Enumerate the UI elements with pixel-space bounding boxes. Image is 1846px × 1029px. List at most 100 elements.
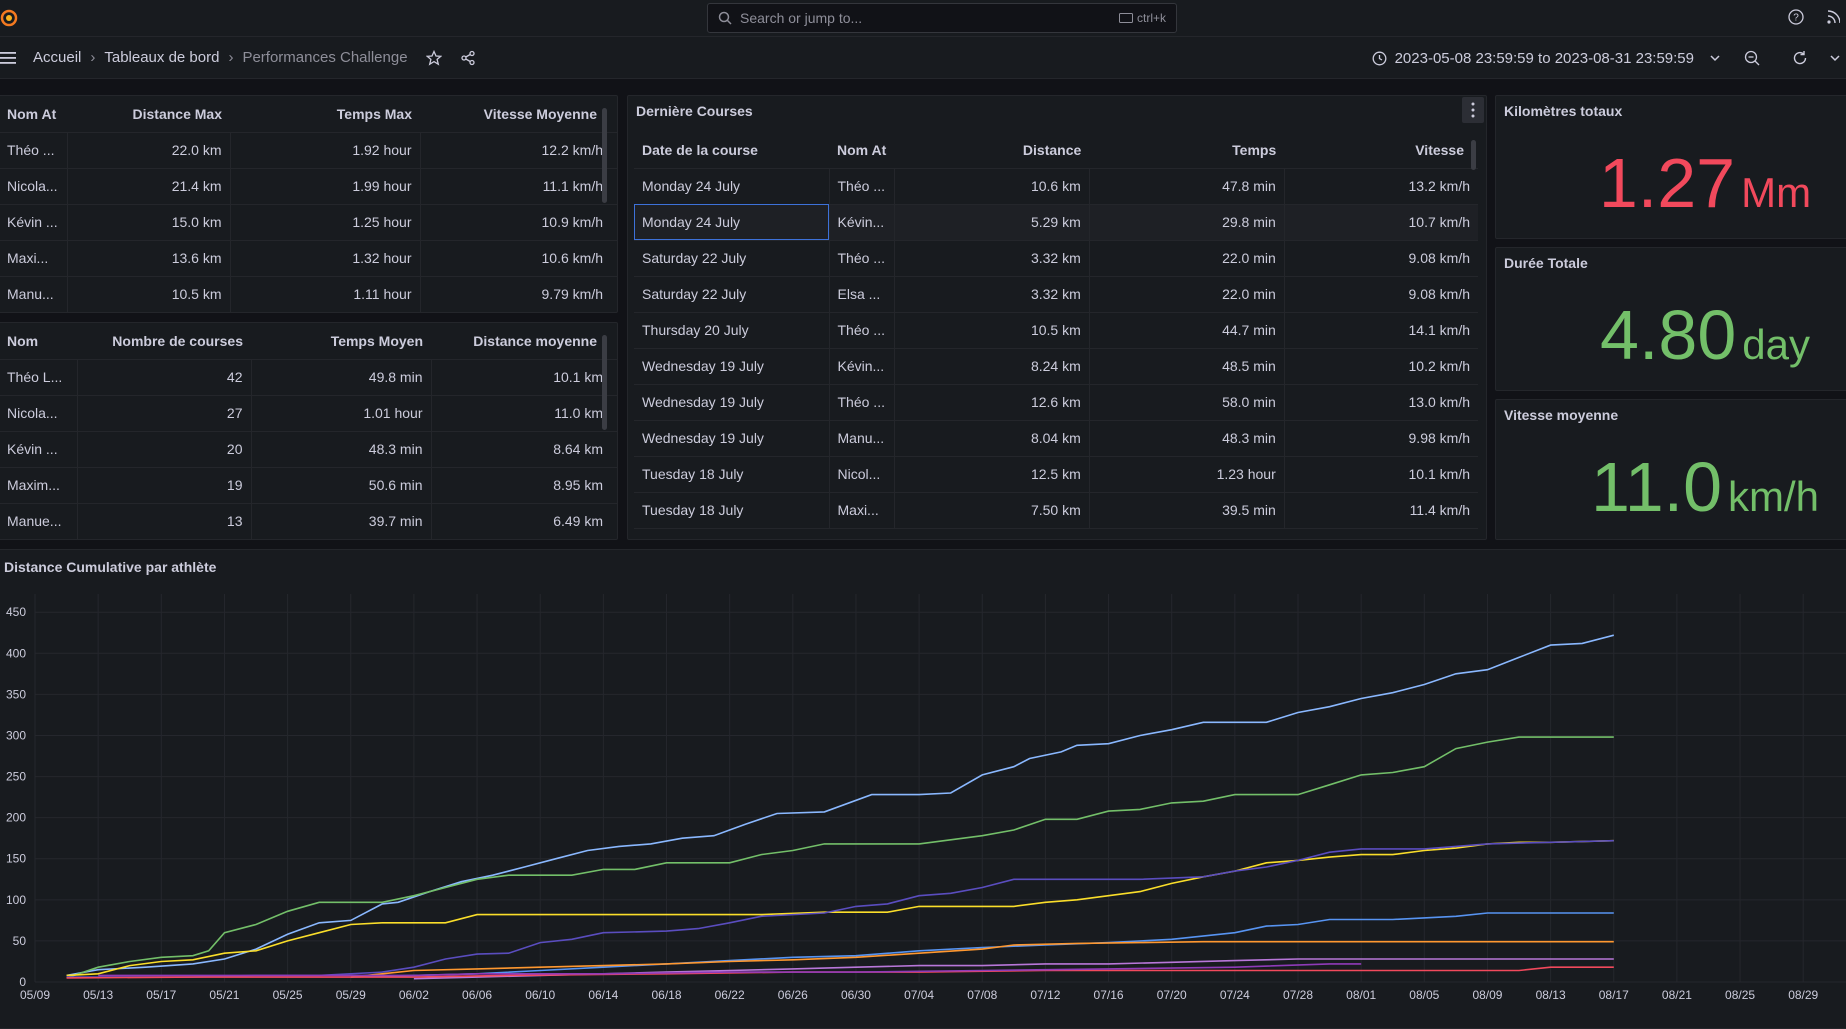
x-tick-label: 07/16 [1094,988,1124,1002]
stat-title[interactable]: Vitesse moyenne [1504,407,1619,423]
athletes-stats-panel: Nom At Distance Max Temps Max Vitesse Mo… [0,95,618,313]
x-tick-label: 08/25 [1725,988,1755,1002]
cell: 1.25 hour [230,204,421,241]
table-row[interactable]: Wednesday 19 July Théo ... 12.6 km 58.0 min… [634,384,1478,421]
table-scrollbar[interactable] [602,335,607,430]
cell: Saturday 22 July [634,276,830,313]
cell: 10.5 km [894,312,1090,349]
table-row[interactable]: Wednesday 19 July Kévin... 8.24 km 48.5 min… [634,348,1478,385]
panel-menu-icon[interactable] [1462,97,1484,123]
x-tick-label: 08/09 [1472,988,1502,1002]
column-header[interactable]: Temps [1089,132,1285,169]
column-header[interactable]: Distance [894,132,1090,169]
cell: 9.98 km/h [1284,420,1478,457]
search-icon [718,11,732,25]
cell: 39.5 min [1089,492,1285,529]
table-row[interactable]: Kévin ... 15.0 km 1.25 hour 10.9 km/h [0,204,617,241]
cell: 22.0 min [1089,240,1285,277]
help-icon[interactable]: ? [1788,9,1804,25]
panel-title[interactable]: Distance Cumulative par athlète [4,559,217,575]
series-line [66,839,1614,978]
column-header[interactable]: Temps Moyen [251,323,431,360]
menu-icon[interactable] [0,51,16,65]
athletes-stats-table: Nom At Distance Max Temps Max Vitesse Mo… [0,96,617,312]
cell: 49.8 min [251,359,432,396]
x-tick-label: 07/08 [967,988,997,1002]
cell: Elsa ... [829,276,895,313]
column-header[interactable]: Nom At [0,96,67,133]
stat-unit: day [1742,321,1810,368]
table-header-row: Date de la course Nom At Distance Temps … [634,132,1478,169]
breadcrumb-dashboards[interactable]: Tableaux de bord [104,49,220,66]
column-header[interactable]: Date de la course [634,132,829,169]
cell: Thursday 20 July [634,312,830,349]
cell: Nicola... [0,168,68,205]
column-header[interactable]: Distance Max [67,96,230,133]
cell: Manu... [829,420,895,457]
table-row[interactable]: Nicola... 21.4 km 1.99 hour 11.1 km/h [0,168,617,205]
grafana-logo-icon[interactable] [0,8,18,28]
table-row[interactable]: Monday 24 July Kévin... 5.29 km 29.8 min 10.… [634,204,1478,241]
x-tick-label: 07/04 [904,988,934,1002]
cell: 10.5 km [67,276,231,312]
column-header[interactable]: Vitesse [1284,132,1478,169]
table-row[interactable]: Nicola... 27 1.01 hour 11.0 km [0,395,617,432]
cell: 10.1 km [431,359,617,396]
cumulative-distance-chart[interactable]: 0 50 100 150 200 250 300 350 400 450 05/09 05/13 05/… [0,550,1846,1020]
column-header[interactable]: Vitesse Moyenne [420,96,617,133]
table-row[interactable]: Kévin ... 20 48.3 min 8.64 km [0,431,617,468]
table-row[interactable]: Théo L... 42 49.8 min 10.1 km [0,359,617,396]
cell: 11.1 km/h [420,168,617,205]
column-header[interactable]: Nom At [829,132,895,169]
stat-title[interactable]: Kilomètres totaux [1504,103,1623,119]
cell: 48.3 min [1089,420,1285,457]
cell: Maxi... [829,492,895,529]
table-row[interactable]: Maxi... 13.6 km 1.32 hour 10.6 km/h [0,240,617,277]
table-row[interactable]: Tuesday 18 July Nicol... 12.5 km 1.23 hour 1… [634,456,1478,493]
y-tick-label: 0 [19,975,26,989]
y-tick-label: 300 [6,728,26,742]
news-rss-icon[interactable] [1826,9,1840,25]
time-range-picker[interactable]: 2023-05-08 23:59:59 to 2023-08-31 23:59:… [1372,50,1720,67]
y-tick-label: 50 [13,934,27,948]
time-range-label: 2023-05-08 23:59:59 to 2023-08-31 23:59:… [1394,49,1694,67]
table-row[interactable]: Tuesday 18 July Maxi... 7.50 km 39.5 min 11.… [634,492,1478,529]
cell: 42 [77,359,252,396]
star-icon[interactable] [425,49,442,66]
series-line [98,963,1362,977]
table-scrollbar[interactable] [1471,140,1476,170]
table-scrollbar[interactable] [602,108,607,203]
breadcrumb-separator: › [90,49,96,66]
zoom-out-icon[interactable] [1744,50,1760,66]
breadcrumb-home[interactable]: Accueil [33,49,82,66]
series-line [413,958,1614,980]
x-tick-label: 08/01 [1346,988,1376,1002]
table-row[interactable]: Théo ... 22.0 km 1.92 hour 12.2 km/h [0,132,617,169]
last-races-panel: Dernière Courses Date de la course Nom A… [627,95,1487,540]
refresh-icon[interactable] [1792,50,1808,66]
search-shortcut: ctrl+k [1118,11,1166,25]
cell: 8.64 km [431,431,617,468]
panel-title[interactable]: Dernière Courses [636,103,753,119]
table-row[interactable]: Maxim... 19 50.6 min 8.95 km [0,467,617,504]
y-tick-label: 250 [6,770,26,784]
share-icon[interactable] [460,50,476,66]
table-row[interactable]: Saturday 22 July Elsa ... 3.32 km 22.0 min 9… [634,276,1478,313]
table-row[interactable]: Saturday 22 July Théo ... 3.32 km 22.0 min 9… [634,240,1478,277]
x-tick-label: 08/29 [1788,988,1818,1002]
column-header[interactable]: Temps Max [230,96,420,133]
table-row[interactable]: Manue... 13 39.7 min 6.49 km [0,503,617,539]
refresh-interval-chevron-icon[interactable] [1830,54,1840,62]
table-row[interactable]: Wednesday 19 July Manu... 8.04 km 48.3 min 9… [634,420,1478,457]
column-header[interactable]: Distance moyenne [431,323,617,360]
column-header[interactable]: Nombre de courses [77,323,251,360]
column-header[interactable]: Nom [0,323,77,360]
x-tick-label: 06/22 [715,988,745,1002]
table-row[interactable]: Thursday 20 July Théo ... 10.5 km 44.7 min 1… [634,312,1478,349]
search-input[interactable]: Search or jump to... ctrl+k [707,3,1177,33]
cell: 10.7 km/h [1284,204,1478,241]
x-tick-label: 08/17 [1599,988,1629,1002]
stat-title[interactable]: Durée Totale [1504,255,1588,271]
table-row[interactable]: Manu... 10.5 km 1.11 hour 9.79 km/h [0,276,617,312]
table-row[interactable]: Monday 24 July Théo ... 10.6 km 47.8 min 13.… [634,168,1478,205]
